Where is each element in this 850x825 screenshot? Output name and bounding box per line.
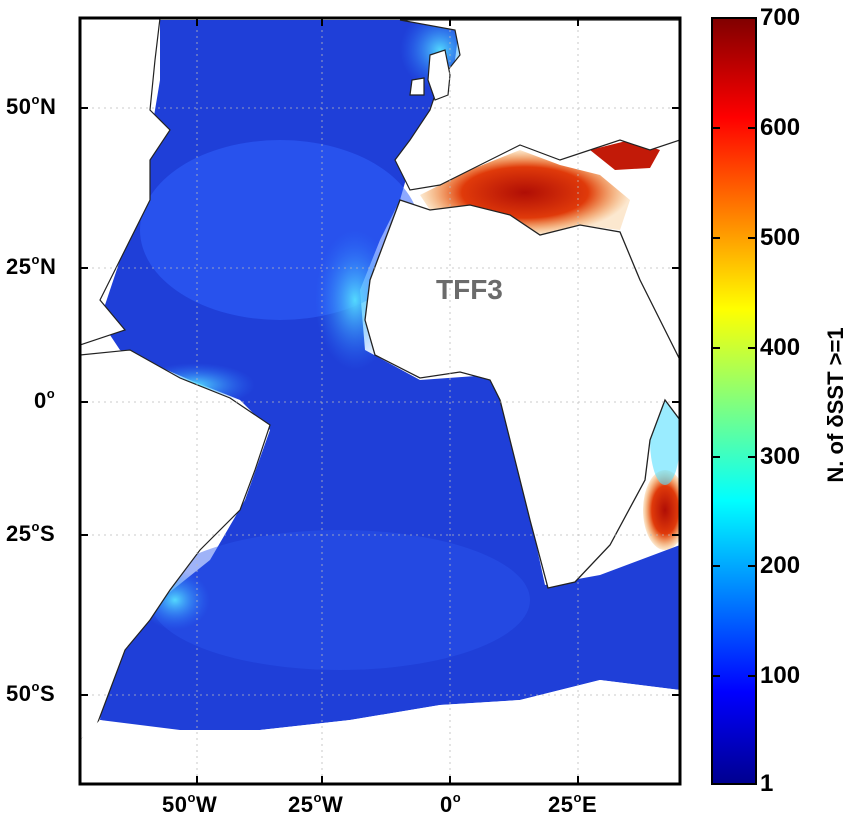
y-tick-label: 50oN	[6, 92, 57, 119]
colorbar-tick-label: 300	[760, 443, 801, 470]
x-tick-label: 25oW	[288, 790, 344, 817]
colorbar-title: N. of δSST >=1	[823, 327, 848, 483]
north-america-land	[80, 18, 171, 346]
mediterranean-hot	[420, 150, 630, 235]
africa-land	[364, 199, 680, 589]
y-tick-label: 25oS	[6, 519, 56, 546]
colorbar-tick-label: 400	[760, 334, 801, 361]
colorbar-tick-label: 100	[760, 662, 801, 689]
colorbar-tick-label: 700	[760, 4, 801, 31]
y-tick-label: 0o	[34, 386, 56, 413]
colorbar-tick-label: 600	[760, 114, 801, 141]
colorbar-tick-label: 200	[760, 552, 801, 579]
colorbar-tick-label: 1	[760, 770, 774, 797]
y-tick-label: 50oS	[6, 679, 56, 706]
y-tick-label: 25oN	[6, 252, 57, 279]
colorbar-tick-label: 500	[760, 224, 801, 251]
x-tick-label: 25oE	[548, 790, 598, 817]
map-area	[80, 18, 680, 784]
x-tick-label: 0o	[440, 790, 462, 817]
map-label: TFF3	[436, 274, 503, 305]
x-tick-label: 50oW	[162, 790, 218, 817]
colorbar	[711, 17, 757, 785]
